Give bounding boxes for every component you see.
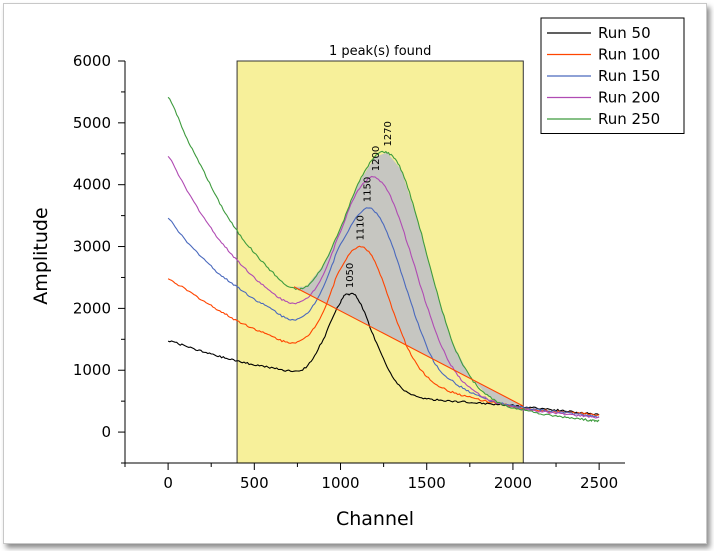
x-tick-label: 0 xyxy=(163,474,173,492)
y-tick-label: 5000 xyxy=(73,114,111,132)
y-tick-label: 3000 xyxy=(73,238,111,256)
legend-label: Run 250 xyxy=(598,110,660,128)
x-tick-label: 2500 xyxy=(580,474,618,492)
peak-label: 1270 xyxy=(383,121,394,146)
x-tick-label: 1000 xyxy=(321,474,359,492)
x-tick-label: 500 xyxy=(240,474,269,492)
y-tick-label: 0 xyxy=(101,423,111,441)
legend-label: Run 100 xyxy=(598,46,660,64)
peak-label: 1200 xyxy=(371,146,382,171)
series-line-run-250 xyxy=(167,96,600,423)
y-tick-label: 2000 xyxy=(73,299,111,317)
peak-label: 1150 xyxy=(362,177,373,202)
y-axis-title: Amplitude xyxy=(30,207,52,304)
series-line-run-150 xyxy=(167,207,600,419)
y-tick-label: 6000 xyxy=(73,52,111,70)
peak-label: 1050 xyxy=(345,263,356,288)
legend-label: Run 200 xyxy=(598,89,660,107)
peak-baseline xyxy=(293,286,524,407)
series-line-run-200 xyxy=(167,155,600,419)
region-label: 1 peak(s) found xyxy=(329,44,431,59)
y-tick-label: 4000 xyxy=(73,176,111,194)
x-axis-title: Channel xyxy=(336,508,414,530)
legend-label: Run 150 xyxy=(598,67,660,85)
peak-area xyxy=(294,152,524,410)
x-tick-label: 1500 xyxy=(408,474,446,492)
line-chart: 1 peak(s) found 010002000300040005000600… xyxy=(30,17,685,530)
x-tick-label: 2000 xyxy=(494,474,532,492)
y-tick-label: 1000 xyxy=(73,361,111,379)
chart-frame: 1 peak(s) found 0 1000 2000 3000 4000 5000 600… xyxy=(3,3,707,544)
legend-label: Run 50 xyxy=(598,24,651,42)
peak-label: 1110 xyxy=(355,215,366,240)
